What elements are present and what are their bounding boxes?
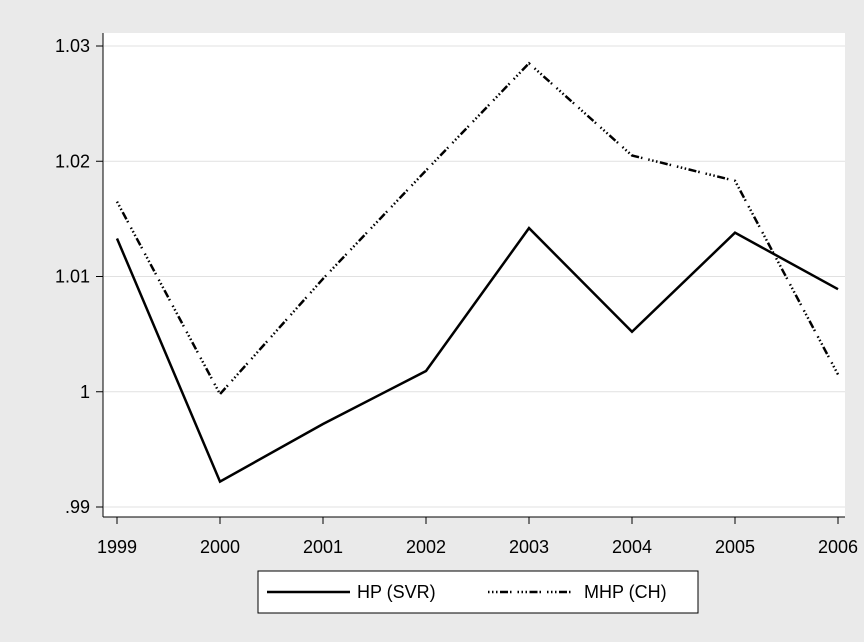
x-tick-label: 2002	[406, 537, 446, 557]
x-tick-label: 2004	[612, 537, 652, 557]
legend: HP (SVR) MHP (CH)	[258, 571, 698, 613]
x-tick-label: 2005	[715, 537, 755, 557]
x-tick-label: 2000	[200, 537, 240, 557]
y-tick-label: 1.01	[55, 267, 90, 287]
y-tick-label: 1.03	[55, 36, 90, 56]
y-tick-label: .99	[65, 497, 90, 517]
x-tick-label: 2001	[303, 537, 343, 557]
x-tick-label: 2006	[818, 537, 858, 557]
legend-label-mhp-ch: MHP (CH)	[584, 582, 667, 602]
x-tick-label: 2003	[509, 537, 549, 557]
x-tick-label: 1999	[97, 537, 137, 557]
y-tick-label: 1	[80, 382, 90, 402]
y-tick-label: 1.02	[55, 151, 90, 171]
legend-label-hp-svr: HP (SVR)	[357, 582, 436, 602]
plot-area	[103, 33, 845, 517]
